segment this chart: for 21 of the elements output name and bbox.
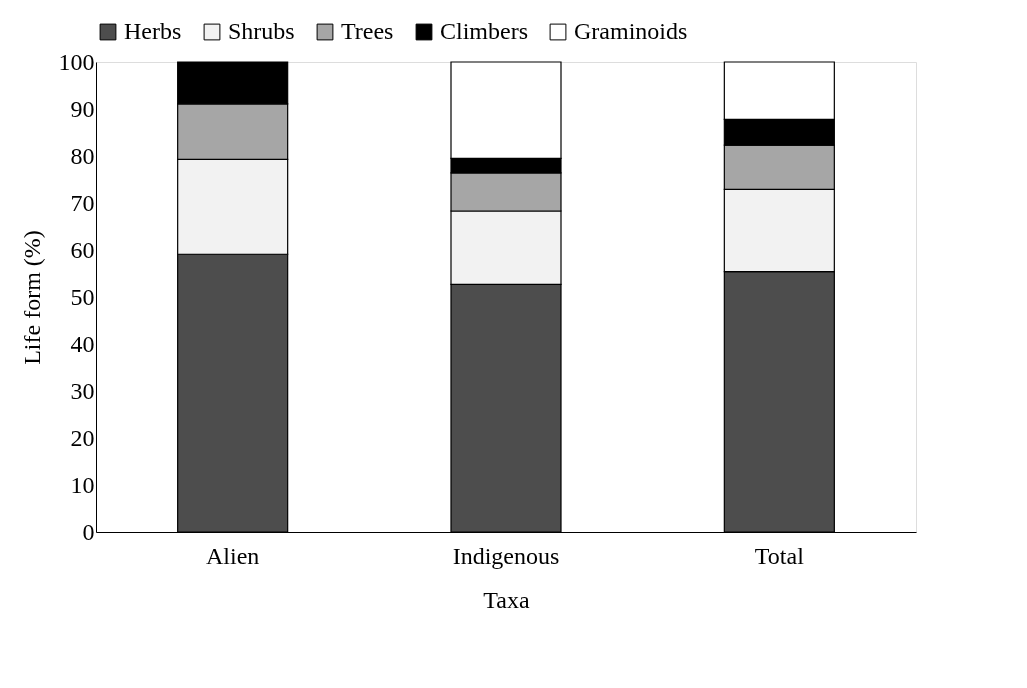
y-tick-label: 80 — [70, 142, 95, 169]
y-tick-label: 20 — [70, 424, 95, 451]
legend-label: Shrubs — [228, 18, 295, 44]
y-tick-label: 90 — [70, 95, 95, 122]
legend-label: Climbers — [440, 18, 528, 44]
x-axis-title: Taxa — [483, 586, 530, 613]
x-tick-label: Total — [754, 542, 805, 569]
legend-label: Herbs — [124, 18, 182, 44]
y-axis-title: Life form (%) — [18, 230, 45, 365]
y-tick-label: 60 — [70, 236, 95, 263]
x-tick-label: Alien — [206, 542, 260, 569]
y-tick-label: 50 — [70, 283, 95, 310]
legend-label: Graminoids — [574, 18, 688, 44]
y-tick-label: 100 — [58, 48, 95, 75]
y-tick-label: 0 — [82, 518, 95, 545]
y-tick-label: 10 — [70, 471, 95, 498]
legend-label: Trees — [341, 18, 394, 44]
y-tick-label: 30 — [70, 377, 95, 404]
y-tick-label: 70 — [70, 189, 95, 216]
y-tick-label: 40 — [70, 330, 95, 357]
x-tick-label: Indigenous — [452, 542, 560, 569]
